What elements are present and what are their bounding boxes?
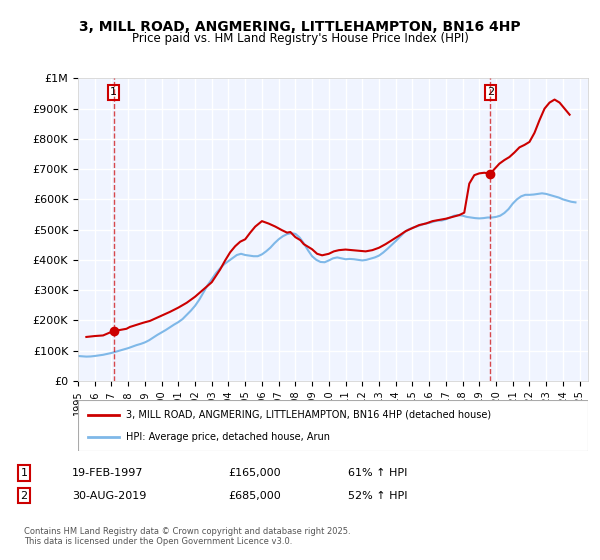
- Text: Contains HM Land Registry data © Crown copyright and database right 2025.
This d: Contains HM Land Registry data © Crown c…: [24, 526, 350, 546]
- Text: 2: 2: [20, 491, 28, 501]
- Text: 1: 1: [110, 87, 117, 97]
- Text: Price paid vs. HM Land Registry's House Price Index (HPI): Price paid vs. HM Land Registry's House …: [131, 32, 469, 45]
- Text: 61% ↑ HPI: 61% ↑ HPI: [348, 468, 407, 478]
- Text: 30-AUG-2019: 30-AUG-2019: [72, 491, 146, 501]
- Text: £685,000: £685,000: [228, 491, 281, 501]
- Text: £165,000: £165,000: [228, 468, 281, 478]
- Text: HPI: Average price, detached house, Arun: HPI: Average price, detached house, Arun: [127, 432, 331, 442]
- Text: 1: 1: [20, 468, 28, 478]
- Text: 52% ↑ HPI: 52% ↑ HPI: [348, 491, 407, 501]
- Text: 3, MILL ROAD, ANGMERING, LITTLEHAMPTON, BN16 4HP (detached house): 3, MILL ROAD, ANGMERING, LITTLEHAMPTON, …: [127, 409, 491, 419]
- Text: 19-FEB-1997: 19-FEB-1997: [72, 468, 143, 478]
- Text: 2: 2: [487, 87, 494, 97]
- Text: 3, MILL ROAD, ANGMERING, LITTLEHAMPTON, BN16 4HP: 3, MILL ROAD, ANGMERING, LITTLEHAMPTON, …: [79, 20, 521, 34]
